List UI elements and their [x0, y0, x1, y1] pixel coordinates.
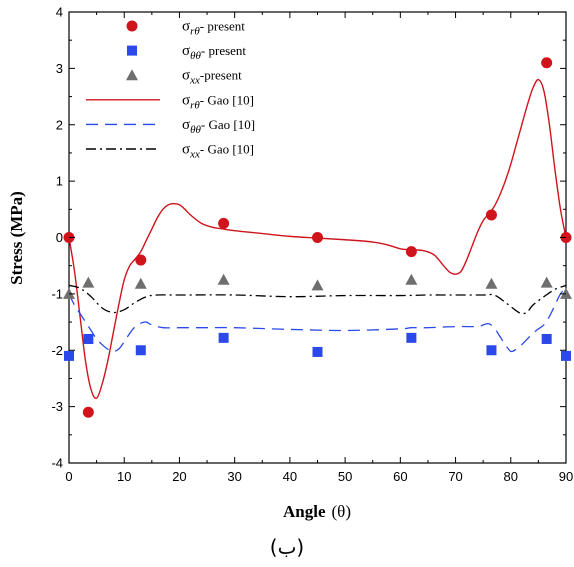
- x-tick-label: 70: [448, 469, 462, 484]
- legend-marker-triangle: [126, 69, 138, 81]
- data-point-square-series-1: [312, 346, 323, 357]
- y-tick-label: -1: [51, 286, 63, 301]
- y-tick-label: 2: [56, 117, 63, 132]
- series-lines: [68, 78, 567, 400]
- x-tick-label: 90: [559, 469, 573, 484]
- data-point-circle-series-0: [541, 57, 553, 69]
- legend-label: σxx-present: [182, 68, 242, 87]
- x-tick-label: 50: [338, 469, 352, 484]
- y-tick-label: 1: [56, 174, 63, 189]
- x-tick-label: 40: [283, 469, 297, 484]
- legend-marker-circle: [126, 20, 138, 32]
- legend: σrθ- present σθθ- present σxx-present σrθ- …: [86, 19, 255, 161]
- x-tick-label: 30: [227, 469, 241, 484]
- data-point-square-series-1: [561, 350, 571, 361]
- data-point-triangle-series-2: [405, 273, 418, 285]
- data-point-circle-series-0: [135, 254, 147, 266]
- data-point-triangle-series-2: [217, 273, 230, 285]
- y-tick-label: 4: [56, 5, 63, 20]
- series-line-4: [68, 287, 567, 353]
- data-point-triangle-series-2: [485, 277, 498, 289]
- y-tick-label: 3: [56, 61, 63, 76]
- legend-label: σθθ- present: [182, 43, 246, 62]
- series-line-3: [68, 78, 567, 400]
- legend-label: σθθ- Gao [10]: [182, 117, 255, 136]
- series-line-5: [68, 284, 567, 315]
- series-markers: [63, 57, 572, 418]
- data-point-circle-series-0: [485, 209, 497, 221]
- data-point-square-series-1: [541, 333, 552, 344]
- y-tick-label: -4: [51, 456, 63, 471]
- x-axis-title: Angle (θ): [283, 502, 351, 521]
- data-point-square-series-1: [135, 345, 146, 356]
- data-point-square-series-1: [486, 345, 497, 356]
- data-point-square-series-1: [64, 350, 74, 361]
- x-tick-label: 10: [117, 469, 131, 484]
- x-tick-label: 20: [172, 469, 186, 484]
- data-point-triangle-series-2: [82, 276, 95, 288]
- data-point-square-series-1: [406, 332, 417, 343]
- data-point-triangle-series-2: [311, 279, 324, 291]
- data-point-triangle-series-2: [134, 277, 147, 289]
- y-tick-label: -2: [51, 343, 63, 358]
- data-point-circle-series-0: [405, 246, 417, 258]
- data-point-circle-series-0: [82, 406, 94, 418]
- data-point-circle-series-0: [218, 217, 230, 229]
- x-tick-label: 60: [393, 469, 407, 484]
- y-axis-title: Stress (MPa): [7, 191, 26, 285]
- data-point-square-series-1: [83, 333, 94, 344]
- legend-label: σrθ- Gao [10]: [182, 92, 254, 111]
- axis-ticks: 0 10 20 30 40 50 60 70 80 90 -4 -3 -2 -1 0 1 2 3 4: [51, 5, 573, 485]
- x-tick-label: 0: [65, 469, 72, 484]
- y-tick-label: -3: [51, 399, 63, 414]
- data-point-circle-series-0: [312, 232, 323, 243]
- data-point-square-series-1: [218, 332, 229, 343]
- figure-caption: (ب): [269, 535, 305, 559]
- y-tick-label: 0: [56, 230, 63, 245]
- data-point-triangle-series-2: [540, 276, 553, 288]
- legend-label: σrθ- present: [182, 19, 245, 38]
- legend-label: σxx- Gao [10]: [182, 142, 254, 161]
- x-tick-label: 80: [504, 469, 518, 484]
- legend-marker-square: [127, 45, 137, 56]
